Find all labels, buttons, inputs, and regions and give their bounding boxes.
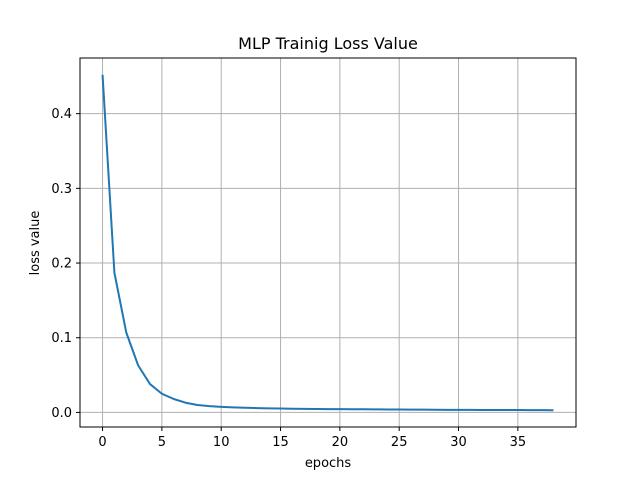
x-tick-label: 10 xyxy=(213,435,230,450)
grid-lines xyxy=(80,58,576,427)
x-tick-label: 35 xyxy=(510,435,527,450)
x-axis-ticks: 0 5 10 15 20 25 30 35 xyxy=(98,427,526,450)
y-tick-label: 0.2 xyxy=(51,257,72,272)
y-axis-label: loss value xyxy=(28,211,43,276)
x-tick-label: 30 xyxy=(450,435,467,450)
y-tick-label: 0.3 xyxy=(51,182,72,197)
x-tick-label: 25 xyxy=(391,435,408,450)
x-axis-label: epochs xyxy=(305,456,352,471)
y-tick-label: 0.4 xyxy=(51,107,72,122)
x-tick-label: 5 xyxy=(158,435,166,450)
series-layer xyxy=(101,74,554,412)
chart-title: MLP Trainig Loss Value xyxy=(238,34,418,53)
y-tick-label: 0.1 xyxy=(51,331,72,346)
x-tick-label: 0 xyxy=(98,435,106,450)
x-tick-label: 20 xyxy=(332,435,349,450)
y-tick-label: 0.0 xyxy=(51,406,72,421)
plot-frame xyxy=(79,57,577,428)
x-tick-label: 15 xyxy=(272,435,289,450)
loss-series-line xyxy=(101,74,554,412)
y-axis-ticks: 0.0 0.1 0.2 0.3 0.4 xyxy=(51,107,80,421)
